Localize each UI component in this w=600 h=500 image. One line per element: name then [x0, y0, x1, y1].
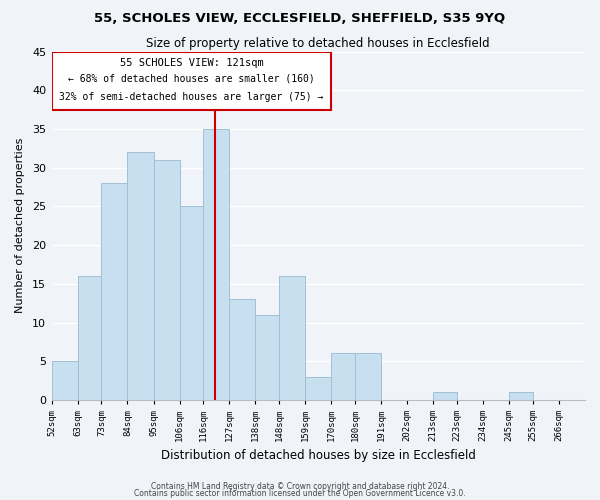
Text: 32% of semi-detached houses are larger (75) →: 32% of semi-detached houses are larger (… — [59, 92, 323, 102]
X-axis label: Distribution of detached houses by size in Ecclesfield: Distribution of detached houses by size … — [161, 450, 476, 462]
Y-axis label: Number of detached properties: Number of detached properties — [15, 138, 25, 314]
Bar — [433, 392, 457, 400]
Bar — [256, 315, 279, 400]
Text: Contains HM Land Registry data © Crown copyright and database right 2024.: Contains HM Land Registry data © Crown c… — [151, 482, 449, 491]
Bar — [101, 183, 127, 400]
Bar — [355, 354, 381, 400]
Bar — [78, 276, 101, 400]
Bar — [331, 354, 355, 400]
Bar — [52, 52, 331, 110]
Bar — [154, 160, 179, 400]
Bar — [52, 361, 78, 400]
Bar — [179, 206, 203, 400]
Bar — [229, 300, 256, 400]
Bar — [279, 276, 305, 400]
Bar — [203, 129, 229, 400]
Bar — [305, 376, 331, 400]
Text: 55 SCHOLES VIEW: 121sqm: 55 SCHOLES VIEW: 121sqm — [119, 58, 263, 68]
Bar — [127, 152, 154, 400]
Text: ← 68% of detached houses are smaller (160): ← 68% of detached houses are smaller (16… — [68, 74, 315, 84]
Title: Size of property relative to detached houses in Ecclesfield: Size of property relative to detached ho… — [146, 38, 490, 51]
Text: 55, SCHOLES VIEW, ECCLESFIELD, SHEFFIELD, S35 9YQ: 55, SCHOLES VIEW, ECCLESFIELD, SHEFFIELD… — [94, 12, 506, 26]
Bar — [509, 392, 533, 400]
Text: Contains public sector information licensed under the Open Government Licence v3: Contains public sector information licen… — [134, 490, 466, 498]
